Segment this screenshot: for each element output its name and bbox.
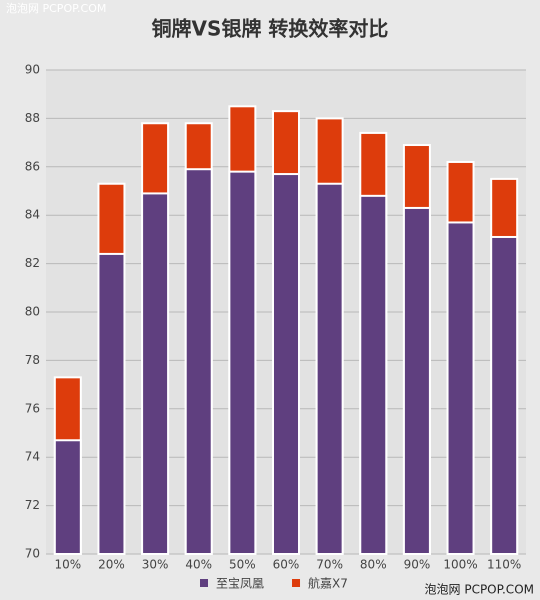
y-tick-label: 72: [25, 498, 40, 512]
x-tick-label: 30%: [142, 558, 169, 572]
y-tick-label: 74: [25, 450, 40, 464]
chart-title: 铜牌VS银牌 转换效率对比: [152, 17, 389, 41]
x-tick-label: 50%: [229, 558, 256, 572]
y-tick-label: 90: [25, 63, 40, 77]
bar: [53, 439, 82, 556]
y-tick-label: 78: [25, 353, 40, 367]
bar: [402, 206, 431, 555]
x-tick-label: 80%: [360, 558, 387, 572]
y-tick-label: 70: [25, 547, 40, 561]
bar: [359, 194, 388, 555]
bar: [184, 168, 213, 555]
y-tick-label: 86: [25, 159, 40, 173]
legend-label: 至宝凤凰: [216, 577, 264, 591]
x-tick-label: 40%: [185, 558, 212, 572]
bar: [228, 170, 257, 555]
bar: [490, 235, 519, 555]
legend-swatch: [292, 579, 301, 587]
y-tick-label: 84: [25, 208, 40, 222]
watermark: 泡泡网 PCPOP.COM: [425, 583, 534, 597]
legend-swatch: [200, 579, 208, 587]
x-tick-label: 10%: [54, 558, 81, 572]
bar: [315, 182, 344, 556]
legend-label: 航嘉X7: [308, 576, 348, 591]
x-tick-label: 110%: [487, 558, 521, 572]
x-tick-label: 100%: [443, 558, 477, 572]
bar: [141, 192, 170, 555]
x-tick-label: 60%: [273, 558, 300, 572]
x-tick-label: 20%: [98, 558, 125, 572]
y-tick-label: 80: [25, 305, 40, 319]
y-tick-label: 82: [25, 256, 40, 270]
x-tick-label: 90%: [404, 558, 431, 572]
x-tick-label: 70%: [316, 558, 343, 572]
watermark: 泡泡网 PCPOP.COM: [6, 1, 106, 15]
bar: [272, 173, 300, 555]
y-tick-label: 76: [25, 401, 40, 415]
y-tick-label: 88: [25, 111, 40, 125]
bar: [97, 252, 126, 555]
bar: [446, 221, 475, 556]
